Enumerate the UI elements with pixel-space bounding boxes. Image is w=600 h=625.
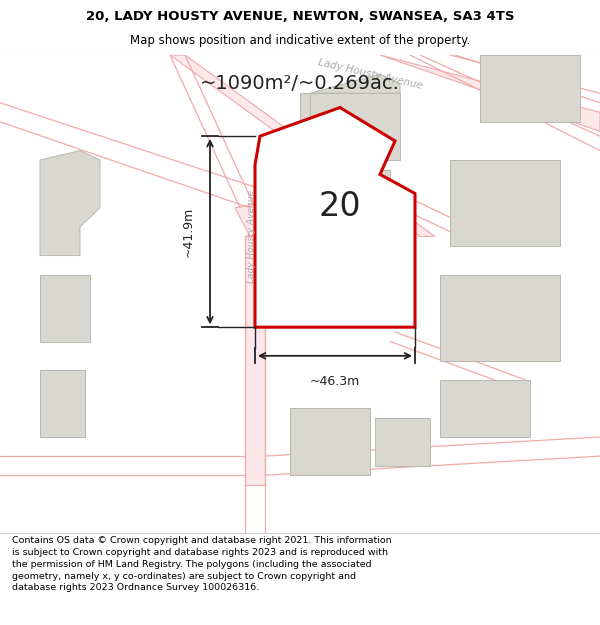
Polygon shape [235,203,265,236]
Text: 20, LADY HOUSTY AVENUE, NEWTON, SWANSEA, SA3 4TS: 20, LADY HOUSTY AVENUE, NEWTON, SWANSEA,… [86,10,514,23]
Polygon shape [440,380,530,437]
Polygon shape [290,408,370,475]
Polygon shape [380,55,600,131]
Polygon shape [340,169,390,198]
Text: Map shows position and indicative extent of the property.: Map shows position and indicative extent… [130,34,470,48]
Polygon shape [310,93,400,160]
Text: 20: 20 [318,189,361,222]
Text: Contains OS data © Crown copyright and database right 2021. This information
is : Contains OS data © Crown copyright and d… [12,536,392,592]
Polygon shape [40,151,100,256]
Polygon shape [375,418,430,466]
Polygon shape [480,55,580,122]
Polygon shape [450,160,560,246]
Text: ~46.3m: ~46.3m [310,375,360,388]
Text: Lady Housty Avenue: Lady Housty Avenue [317,58,423,91]
Polygon shape [310,74,400,93]
Text: Lady Housty Avenue: Lady Housty Avenue [248,190,257,283]
Polygon shape [300,93,310,160]
Polygon shape [170,55,435,236]
Polygon shape [280,236,360,303]
Polygon shape [440,274,560,361]
Text: ~41.9m: ~41.9m [182,206,195,257]
Polygon shape [40,370,85,437]
Polygon shape [245,236,265,485]
Polygon shape [255,107,415,327]
Text: ~1090m²/~0.269ac.: ~1090m²/~0.269ac. [200,74,400,93]
Polygon shape [40,274,90,341]
